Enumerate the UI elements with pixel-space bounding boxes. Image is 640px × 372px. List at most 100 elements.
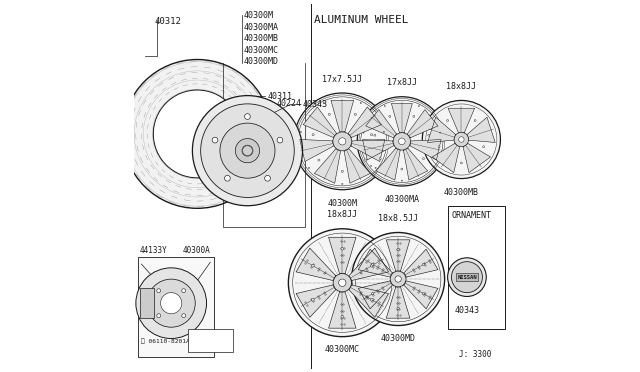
Polygon shape (296, 285, 336, 317)
Circle shape (242, 145, 253, 156)
Circle shape (374, 134, 376, 136)
Circle shape (399, 138, 405, 145)
Text: 18x8JJ: 18x8JJ (446, 82, 476, 91)
Circle shape (182, 314, 186, 318)
Polygon shape (351, 140, 385, 161)
Circle shape (243, 146, 252, 155)
Polygon shape (331, 100, 354, 132)
Circle shape (372, 263, 374, 266)
Text: 40343: 40343 (454, 306, 479, 315)
Circle shape (212, 137, 218, 143)
Circle shape (308, 167, 310, 169)
Text: ORNAMENT: ORNAMENT (451, 211, 492, 220)
Polygon shape (404, 249, 438, 277)
Polygon shape (303, 107, 337, 138)
Circle shape (323, 102, 324, 103)
Text: 40300M: 40300M (327, 199, 357, 208)
Circle shape (244, 114, 250, 119)
Circle shape (193, 96, 303, 206)
Text: 40300MC: 40300MC (325, 345, 360, 354)
Polygon shape (448, 108, 475, 132)
Text: 40300MB: 40300MB (444, 188, 479, 197)
Polygon shape (300, 140, 333, 161)
Circle shape (371, 264, 373, 267)
Circle shape (265, 176, 270, 181)
Circle shape (157, 314, 161, 318)
Circle shape (380, 158, 381, 160)
Circle shape (355, 113, 356, 115)
Text: 44133Y: 44133Y (140, 246, 167, 255)
Text: 40300AA: 40300AA (195, 337, 225, 343)
Circle shape (372, 292, 374, 295)
Circle shape (339, 279, 346, 286)
Polygon shape (296, 248, 336, 280)
Circle shape (341, 315, 344, 318)
Circle shape (428, 134, 430, 136)
Circle shape (447, 258, 486, 296)
FancyBboxPatch shape (138, 257, 214, 357)
Circle shape (277, 137, 283, 143)
Circle shape (440, 132, 441, 133)
Polygon shape (358, 249, 392, 277)
Circle shape (365, 159, 367, 161)
Circle shape (225, 176, 230, 181)
Circle shape (395, 276, 401, 282)
Circle shape (312, 298, 314, 301)
Polygon shape (328, 292, 356, 328)
Text: 40300MA: 40300MA (385, 195, 419, 204)
Circle shape (360, 102, 362, 103)
Text: J: 3300: J: 3300 (459, 350, 491, 359)
Circle shape (318, 159, 320, 161)
Circle shape (371, 165, 372, 166)
Circle shape (389, 115, 391, 118)
Circle shape (333, 132, 352, 151)
Circle shape (328, 113, 330, 115)
Circle shape (390, 271, 406, 287)
Circle shape (397, 307, 399, 310)
Text: 40311: 40311 (267, 92, 292, 101)
Circle shape (438, 146, 440, 148)
Circle shape (422, 100, 500, 179)
Circle shape (351, 232, 445, 326)
Circle shape (432, 165, 433, 166)
Text: 40224: 40224 (277, 99, 302, 108)
FancyBboxPatch shape (188, 329, 232, 352)
Circle shape (201, 104, 294, 198)
Circle shape (154, 90, 241, 178)
Circle shape (123, 60, 271, 208)
Polygon shape (365, 110, 396, 138)
Polygon shape (410, 140, 441, 160)
Circle shape (157, 289, 161, 293)
Polygon shape (376, 148, 400, 180)
Circle shape (294, 93, 390, 190)
FancyBboxPatch shape (140, 288, 154, 318)
Polygon shape (387, 287, 410, 318)
Polygon shape (432, 143, 460, 173)
Circle shape (182, 289, 186, 293)
Circle shape (236, 138, 260, 163)
Circle shape (341, 170, 344, 172)
Circle shape (401, 168, 403, 170)
Text: 17x7.5JJ: 17x7.5JJ (323, 75, 362, 84)
Circle shape (312, 134, 314, 136)
Circle shape (393, 133, 410, 150)
Circle shape (422, 263, 425, 266)
Text: 40300M
40300MA
40300MB
40300MC
40300MD: 40300M 40300MA 40300MB 40300MC 40300MD (244, 11, 279, 66)
Circle shape (384, 105, 385, 106)
Polygon shape (404, 281, 438, 309)
Circle shape (136, 268, 207, 339)
Circle shape (300, 131, 301, 132)
Text: Ⓐ 06110-8201A: Ⓐ 06110-8201A (141, 339, 190, 344)
Polygon shape (349, 248, 388, 280)
Circle shape (474, 119, 476, 122)
Polygon shape (387, 240, 410, 271)
Circle shape (413, 115, 415, 118)
Circle shape (339, 138, 346, 145)
Polygon shape (344, 149, 371, 183)
Circle shape (401, 180, 403, 181)
Polygon shape (348, 107, 381, 138)
Circle shape (447, 119, 449, 122)
Circle shape (375, 167, 376, 169)
Polygon shape (314, 149, 340, 183)
Circle shape (357, 97, 447, 186)
